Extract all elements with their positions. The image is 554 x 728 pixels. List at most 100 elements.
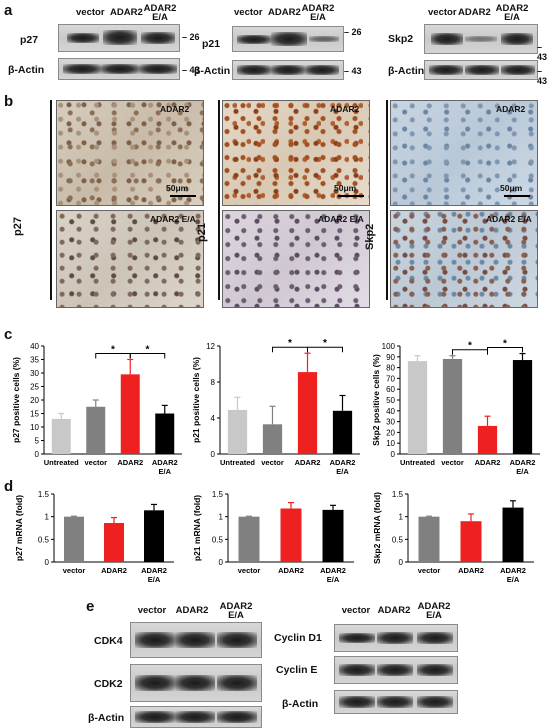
- ihc-label: ADAR2 E/A: [318, 214, 364, 224]
- bar: [322, 509, 344, 562]
- panel-label-a: a: [4, 2, 13, 19]
- row-label: β-Actin: [194, 65, 231, 77]
- bar: [120, 374, 140, 454]
- y-tick-label: 0: [391, 450, 396, 459]
- ihc-image-skp2-adar2: [390, 100, 538, 206]
- chart-skp2-positive: Skp2 positive cells (%)01020304050607080…: [371, 339, 540, 476]
- lane-header: vector: [341, 605, 371, 616]
- blot-strip: [424, 60, 538, 80]
- mw-marker: – 26: [344, 27, 362, 37]
- significance-star: *: [288, 338, 292, 349]
- lane-header: ADAR2 E/A: [495, 3, 529, 23]
- lane-header: vector: [137, 605, 167, 616]
- y-axis-label: Skp2 positive cells (%): [371, 354, 381, 446]
- x-tick-label: ADAR2: [458, 566, 484, 575]
- bar: [512, 360, 533, 454]
- bar: [51, 418, 71, 454]
- significance-bracket: [129, 353, 166, 359]
- x-tick-label: E/A: [148, 575, 161, 584]
- blot-strip: [334, 690, 458, 714]
- ihc-label: ADAR2 E/A: [486, 214, 532, 224]
- ihc-image-p21-adar2ea: [222, 210, 370, 308]
- lane-header: ADAR2 E/A: [219, 601, 253, 621]
- blot-strip: [58, 58, 180, 80]
- row-label: β-Actin: [282, 698, 319, 710]
- x-tick-label: vector: [261, 458, 284, 467]
- mw-marker: – 43: [344, 66, 362, 76]
- x-tick-label: ADAR2: [295, 458, 321, 467]
- y-tick-label: 0.5: [392, 535, 404, 544]
- y-tick-label: 1: [45, 513, 50, 522]
- y-tick-label: 20: [386, 428, 395, 437]
- x-tick-label: E/A: [516, 467, 529, 476]
- bar: [144, 510, 164, 562]
- y-axis-label: p27 mRNA (fold): [14, 495, 24, 561]
- y-tick-label: 1: [219, 513, 224, 522]
- panel-label-d: d: [4, 478, 14, 495]
- ihc-row-label: Skp2: [364, 223, 376, 250]
- x-tick-label: ADAR2: [278, 566, 304, 575]
- mw-marker: – 43: [537, 66, 548, 86]
- ihc-row-label: p27: [12, 217, 24, 236]
- bar: [104, 523, 124, 562]
- bar: [262, 424, 283, 454]
- blot-strip: [130, 706, 262, 728]
- x-tick-label: ADAR2: [152, 458, 178, 467]
- lane-header: ADAR2 E/A: [417, 601, 451, 621]
- y-tick-label: 0: [219, 558, 224, 567]
- bar: [442, 358, 463, 454]
- divider: [218, 100, 220, 300]
- x-tick-label: ADAR2: [475, 458, 501, 467]
- bar: [477, 425, 498, 454]
- blot-strip: [334, 656, 458, 684]
- chart-skp2-mrna: Skp2 mRNA (fold) 0 0.5 1 1.5 vector ADAR2 ADAR2…: [372, 490, 534, 584]
- x-tick-label: vector: [238, 566, 261, 575]
- y-tick-label: 70: [386, 374, 395, 383]
- bar: [227, 409, 248, 454]
- blot-strip: [424, 24, 538, 54]
- row-label: CDK4: [94, 635, 123, 647]
- ihc-label: ADAR2: [160, 104, 190, 114]
- blot-strip: [130, 622, 262, 658]
- y-tick-label: 1: [399, 513, 404, 522]
- y-tick-label: 0: [399, 558, 404, 567]
- x-tick-label: E/A: [507, 575, 520, 584]
- x-tick-label: ADAR2: [101, 566, 127, 575]
- x-tick-label: ADAR2: [117, 458, 143, 467]
- y-tick-label: 1.5: [392, 490, 404, 499]
- y-tick-label: 0: [211, 450, 216, 459]
- bar: [297, 372, 318, 454]
- y-axis-label: p21 positive cells (%): [191, 357, 201, 443]
- y-tick-label: 100: [382, 342, 396, 351]
- bar: [86, 406, 106, 454]
- x-tick-label: ADAR2: [510, 458, 536, 467]
- lane-header: ADAR2: [268, 7, 301, 18]
- y-tick-label: 60: [386, 385, 395, 394]
- panel-label-e: e: [86, 598, 95, 615]
- chart-p21-positive: p21 positive cells (%) 0 4 8 12 Untreated vect…: [191, 338, 360, 476]
- scale-bar: [504, 195, 530, 197]
- bar: [280, 508, 302, 562]
- blot-strip: [232, 60, 344, 80]
- divider: [386, 100, 388, 300]
- x-tick-label: Untreated: [400, 458, 435, 467]
- scale-bar-label: 50μm: [500, 183, 523, 193]
- ihc-image-skp2-adar2ea: [390, 210, 538, 308]
- panel-label-b: b: [4, 93, 14, 110]
- y-tick-label: 50: [386, 396, 395, 405]
- x-tick-label: vector: [63, 566, 86, 575]
- row-label: β-Actin: [8, 64, 45, 76]
- y-tick-label: 0.5: [38, 535, 50, 544]
- blot-strip: [58, 24, 180, 52]
- x-tick-label: ADAR2: [500, 566, 526, 575]
- y-tick-label: 25: [30, 383, 39, 392]
- significance-star: *: [468, 341, 472, 352]
- y-tick-label: 12: [206, 342, 215, 351]
- bar: [407, 361, 428, 454]
- panel-label-c: c: [4, 326, 13, 343]
- y-tick-label: 15: [30, 410, 39, 419]
- y-tick-label: 1.5: [212, 490, 224, 499]
- bar: [460, 521, 482, 562]
